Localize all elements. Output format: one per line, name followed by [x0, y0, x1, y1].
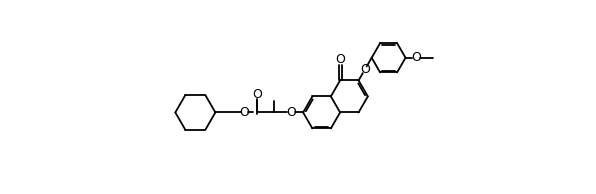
- Text: O: O: [360, 63, 370, 76]
- Text: O: O: [240, 106, 250, 119]
- Text: O: O: [286, 106, 296, 119]
- Text: O: O: [335, 53, 345, 66]
- Text: O: O: [252, 88, 262, 101]
- Text: O: O: [411, 51, 421, 64]
